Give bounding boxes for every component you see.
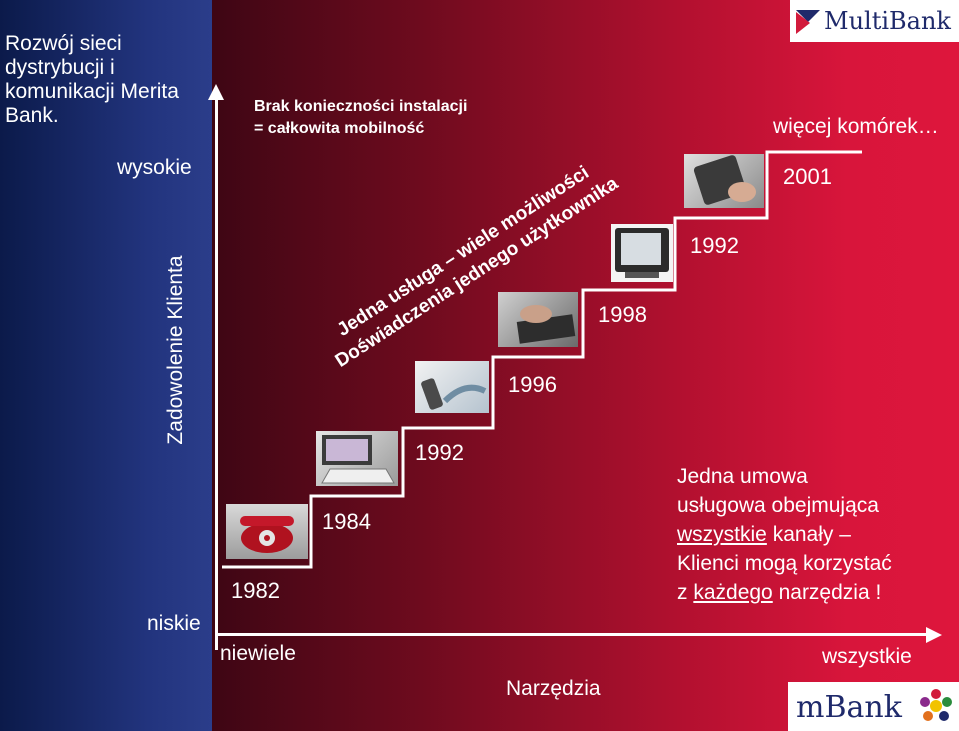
contract-line3: wszystkie kanały – — [677, 520, 892, 549]
contract-line3-rest: kanały – — [766, 523, 851, 546]
smartphone-icon — [684, 154, 764, 208]
mobility-note-line1: Brak konieczności instalacji — [254, 98, 468, 115]
mbank-logo: mBank — [788, 682, 959, 731]
x-axis-left-label: niewiele — [220, 642, 296, 665]
contract-underline-all: wszystkie — [677, 523, 767, 546]
y-axis-line — [215, 90, 218, 650]
contract-line5-pre: z — [677, 581, 694, 604]
telephone-icon — [226, 504, 308, 559]
slide-title: Rozwój sieci dystrybucji i komunikacji M… — [5, 32, 179, 127]
left-band — [0, 0, 212, 731]
x-axis-right-label: wszystkie — [822, 645, 912, 668]
tv-icon — [611, 224, 673, 282]
keyboard-icon — [498, 292, 578, 347]
contract-underline-each: każdego — [693, 581, 773, 604]
contract-line1: Jedna umowa — [677, 465, 808, 488]
x-axis-line — [215, 633, 930, 636]
contract-text: Jedna umowa usługowa obejmująca wszystki… — [677, 462, 892, 607]
contract-line5: z każdego narzędzia ! — [677, 578, 892, 607]
mbank-flower-icon — [920, 689, 952, 721]
year-label-computer: 1984 — [322, 509, 371, 534]
x-axis-label: Narzędzia — [506, 677, 601, 700]
main-area — [212, 0, 959, 731]
contract-line5-post: narzędzia ! — [772, 581, 882, 604]
mobility-note: Brak konieczności instalacji = całkowita… — [254, 96, 467, 140]
computer-icon — [316, 431, 398, 486]
year-label-future: 2001 — [783, 164, 832, 189]
multibank-wordmark: MultiBank — [824, 7, 951, 35]
mbank-wordmark: mBank — [796, 690, 902, 725]
year-label-phone: 1982 — [231, 578, 280, 603]
contract-line4: Klienci mogą korzystać — [677, 552, 892, 575]
year-label-wap: 1992 — [690, 233, 739, 258]
year-label-internet: 1996 — [508, 372, 557, 397]
contract-line2: usługowa obejmująca — [677, 494, 879, 517]
y-axis-arrow-icon — [208, 84, 224, 100]
more-phones-note: więcej komórek… — [773, 115, 939, 138]
mobility-note-line2: = całkowita mobilność — [254, 120, 425, 137]
year-label-tv: 1998 — [598, 302, 647, 327]
mobile-phone-icon — [415, 361, 489, 413]
x-axis-arrow-icon — [926, 627, 942, 643]
y-axis-top-label: wysokie — [117, 156, 192, 179]
multibank-mark-icon — [796, 10, 820, 34]
y-axis-bottom-label: niskie — [147, 612, 201, 635]
multibank-logo: MultiBank — [790, 0, 959, 42]
year-label-gsm: 1992 — [415, 440, 464, 465]
